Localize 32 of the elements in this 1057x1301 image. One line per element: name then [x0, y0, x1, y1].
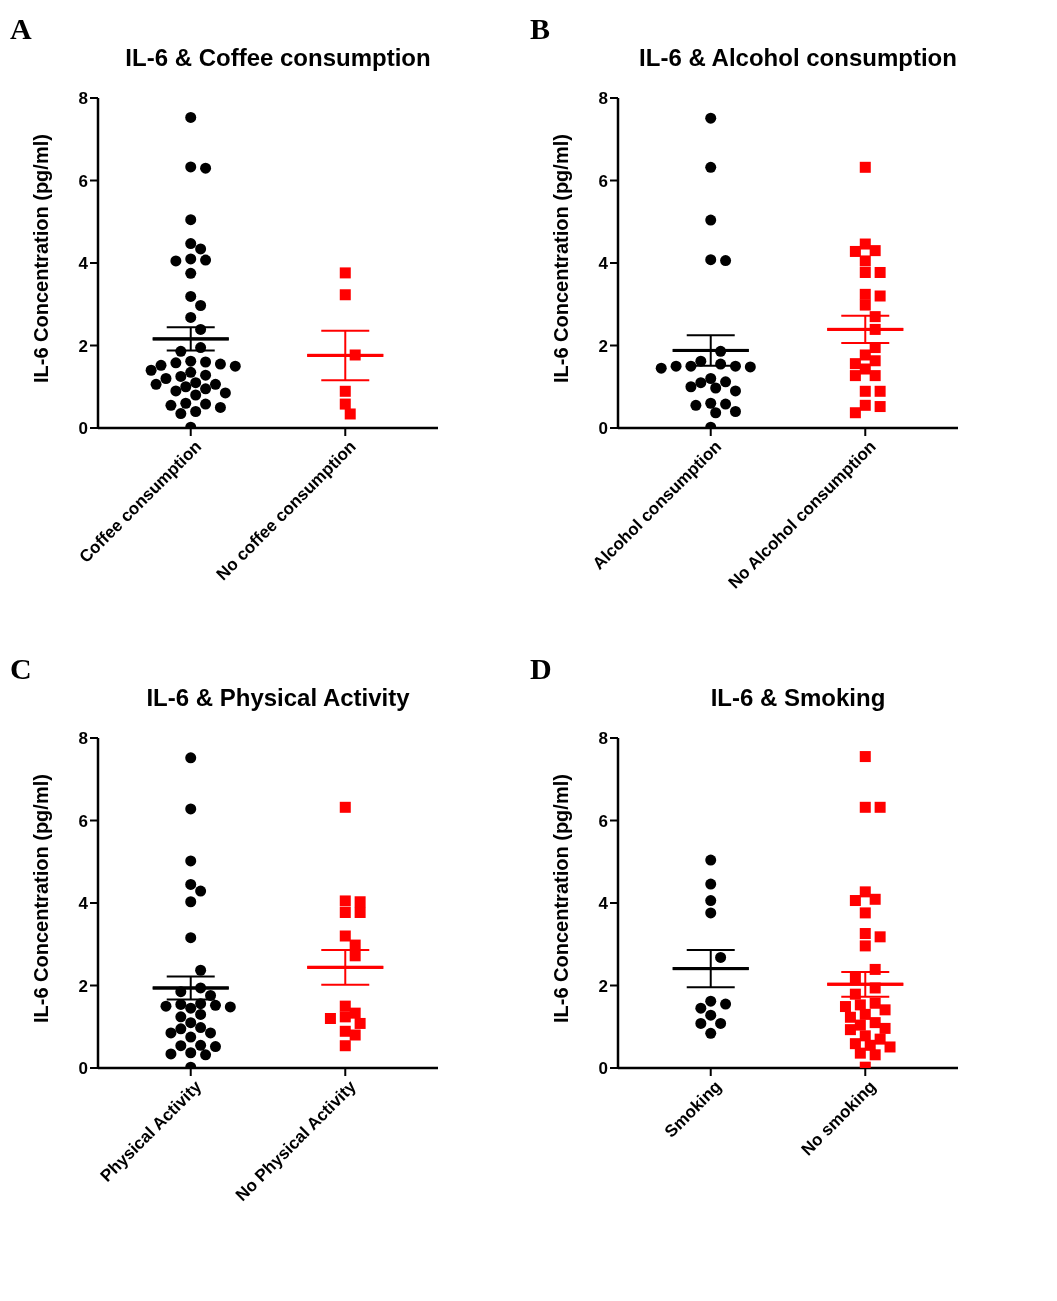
y-tick-label: 6	[598, 171, 608, 191]
y-tick-label: 0	[598, 419, 608, 439]
chart-title: IL-6 & Physical Activity	[145, 684, 411, 712]
y-axis-title: IL-6 Concentration (pg/ml)	[550, 774, 573, 1023]
text: D	[530, 652, 552, 686]
y-tick-label: 2	[78, 976, 88, 996]
text: B	[530, 12, 551, 46]
y-tick-label: 8	[598, 89, 608, 109]
y-tick-label: 6	[598, 811, 608, 831]
y-tick-label: 2	[598, 976, 608, 996]
y-tick-label: 4	[78, 254, 89, 274]
text: A	[10, 12, 32, 46]
y-tick-label: 0	[598, 1059, 608, 1079]
y-tick-label: 6	[78, 171, 88, 191]
y-tick-label: 8	[78, 89, 88, 109]
y-axis-title: IL-6 Concentration (pg/ml)	[30, 134, 53, 383]
y-tick-label: 8	[598, 729, 608, 749]
chart-title: IL-6 & Smoking	[709, 684, 887, 712]
y-tick-label: 4	[598, 894, 609, 914]
y-tick-label: 0	[78, 419, 88, 439]
chart-title: IL-6 & Coffee consumption	[124, 44, 432, 72]
y-axis-title: IL-6 Concentration (pg/ml)	[550, 134, 573, 383]
y-tick-label: 6	[78, 811, 88, 831]
y-tick-label: 4	[598, 254, 609, 274]
y-tick-label: 8	[78, 729, 88, 749]
y-tick-label: 2	[78, 336, 88, 356]
y-axis-title: IL-6 Concentration (pg/ml)	[30, 774, 53, 1023]
chart-title: IL-6 & Alcohol consumption	[638, 44, 958, 72]
y-tick-label: 4	[78, 894, 89, 914]
y-tick-label: 0	[78, 1059, 88, 1079]
y-tick-label: 2	[598, 336, 608, 356]
text: C	[10, 652, 32, 686]
